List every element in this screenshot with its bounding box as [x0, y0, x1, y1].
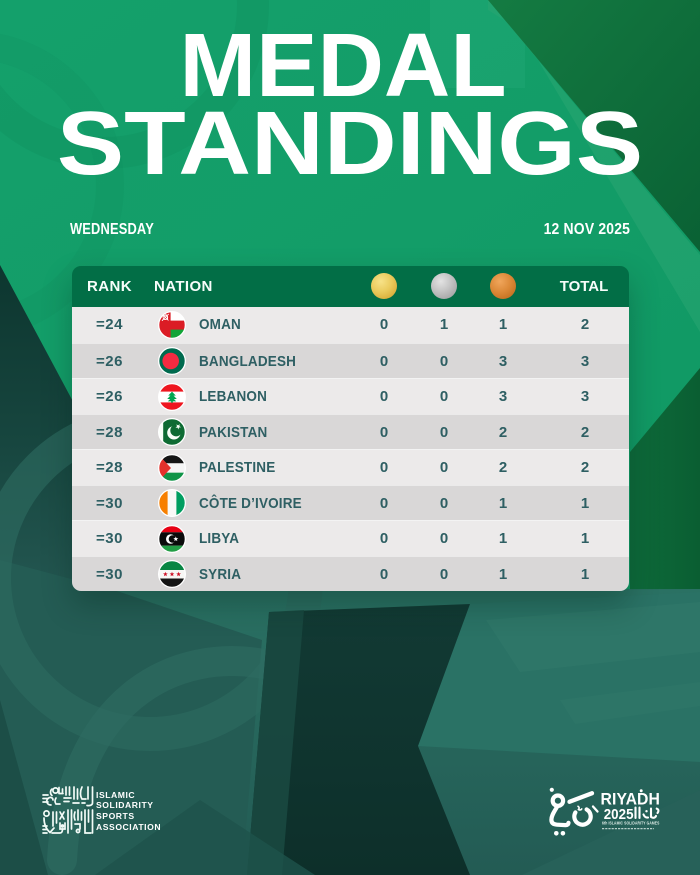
svg-text:RIYADH: RIYADH [601, 791, 661, 809]
svg-text:6th ISLAMIC SOLIDARITY GAMES: 6th ISLAMIC SOLIDARITY GAMES [602, 820, 660, 826]
svg-text:2025: 2025 [604, 807, 634, 823]
